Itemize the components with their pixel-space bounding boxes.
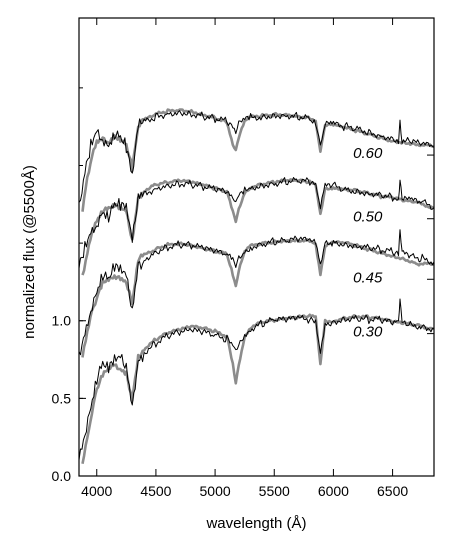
- x-tick-label: 6500: [377, 483, 408, 499]
- observed-spectrum-0.30: [78, 298, 435, 461]
- spectra-lines: [78, 108, 435, 465]
- model-spectrum-0.45: [81, 237, 435, 358]
- series-label-0.60: 0.60: [353, 145, 383, 162]
- series-label-0.30: 0.30: [353, 324, 383, 341]
- x-tick-label: 4000: [81, 483, 112, 499]
- y-axis-title: normalized flux (@5500Å): [21, 165, 38, 339]
- plot-frame: [78, 17, 435, 477]
- x-tick-label: 6000: [318, 483, 349, 499]
- y-tick-label: 0.0: [52, 468, 72, 484]
- observed-spectrum-0.60: [78, 110, 435, 203]
- series-label-0.45: 0.45: [353, 269, 383, 286]
- x-tick-label: 5000: [200, 483, 231, 499]
- x-tick-label: 4500: [140, 483, 171, 499]
- x-axis-title: wavelength (Å): [205, 515, 306, 532]
- series-label-0.50: 0.50: [353, 209, 383, 226]
- series-labels: 0.30 0.45 0.50 0.60: [353, 145, 383, 341]
- x-tick-label: 5500: [259, 483, 290, 499]
- observed-spectrum-0.50: [78, 177, 435, 269]
- y-tick-label: 1.0: [52, 313, 72, 329]
- y-tick-label: 0.5: [52, 390, 72, 406]
- axes: 4000 4500 5000 5500 6000 6500 0.0 0.5 1.0: [52, 18, 434, 499]
- observed-spectrum-0.45: [78, 229, 435, 356]
